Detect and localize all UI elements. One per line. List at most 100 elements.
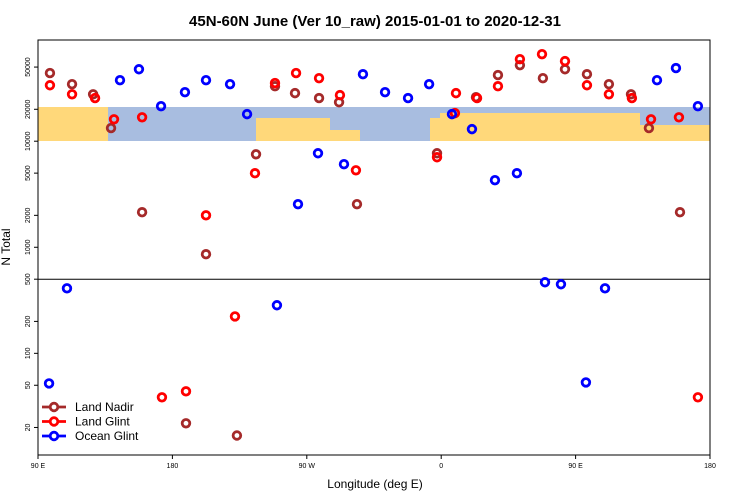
data-point <box>156 392 168 403</box>
plot-frame <box>37 39 711 456</box>
y-tick-label: 50 <box>25 381 32 389</box>
data-point <box>89 92 101 104</box>
data-point <box>334 89 346 101</box>
x-tick-label: 180 <box>704 463 716 470</box>
data-point <box>645 114 657 125</box>
chart-title: 45N-60N June (Ver 10_raw) 2015-01-01 to … <box>189 13 561 30</box>
data-point <box>651 75 663 86</box>
ocean <box>108 107 256 141</box>
map-band <box>38 107 710 141</box>
legend-marker <box>48 416 60 427</box>
data-point <box>539 277 551 288</box>
data-point <box>351 198 363 210</box>
data-point <box>514 53 526 65</box>
data-point <box>200 210 212 221</box>
data-point <box>66 78 78 90</box>
data-point <box>312 148 324 159</box>
ocean <box>330 118 360 130</box>
data-point <box>466 123 478 135</box>
data-point <box>492 81 504 92</box>
data-point <box>692 100 704 112</box>
legend-label: Land Nadir <box>75 400 134 414</box>
data-point <box>423 78 435 90</box>
data-point <box>431 148 443 159</box>
ocean <box>256 107 440 118</box>
y-tick-label: 1000 <box>25 239 32 255</box>
legend-marker <box>48 430 60 442</box>
data-point <box>581 80 593 91</box>
data-point <box>357 69 369 80</box>
data-point <box>603 78 615 90</box>
data-point <box>446 108 458 120</box>
data-point <box>250 149 262 160</box>
data-point <box>224 78 236 90</box>
data-point <box>555 279 567 290</box>
data-point <box>643 122 655 134</box>
data-point <box>511 168 523 179</box>
data-point <box>489 174 501 186</box>
y-axis-label: N Total <box>0 228 13 265</box>
data-point <box>431 152 443 163</box>
legend-marker <box>48 401 60 413</box>
data-point <box>108 114 120 125</box>
data-point <box>536 48 548 60</box>
y-tick-label: 10000 <box>25 131 32 151</box>
data-point <box>338 159 350 170</box>
data-point <box>379 86 391 98</box>
data-point <box>241 108 253 120</box>
x-tick-label: 90 E <box>31 463 46 470</box>
data-point <box>537 72 549 84</box>
y-tick-label: 500 <box>25 273 32 285</box>
data-point <box>180 418 192 429</box>
data-point <box>580 377 592 388</box>
data-point <box>599 283 611 294</box>
data-point <box>450 87 462 99</box>
data-point <box>674 207 686 218</box>
data-point <box>133 64 145 75</box>
data-point <box>155 100 167 112</box>
data-point <box>66 89 78 100</box>
data-point <box>61 283 73 294</box>
y-tick-label: 20 <box>25 423 32 431</box>
x-tick-label: 90 W <box>299 463 316 470</box>
data-point <box>179 86 191 98</box>
data-point <box>200 75 212 86</box>
data-point <box>350 165 362 176</box>
data-point <box>670 62 682 74</box>
data-point <box>114 75 126 86</box>
x-axis-label: Longitude (deg E) <box>327 477 422 491</box>
x-tick-label: 180 <box>167 463 179 470</box>
ocean <box>360 107 430 141</box>
data-point <box>105 122 117 134</box>
y-tick-label: 50000 <box>25 57 32 77</box>
data-point <box>313 92 325 104</box>
data-point <box>559 55 571 67</box>
data-point <box>492 69 504 81</box>
data-point <box>231 430 243 441</box>
data-point <box>136 112 148 123</box>
data-point <box>271 300 283 311</box>
data-point <box>692 392 704 403</box>
data-point <box>673 112 685 123</box>
data-point <box>180 386 192 397</box>
ocean <box>440 107 640 113</box>
data-point <box>290 67 302 79</box>
data-point <box>200 249 212 260</box>
data-point <box>289 87 301 99</box>
data-point <box>43 378 55 389</box>
y-tick-label: 2000 <box>25 207 32 223</box>
data-point <box>313 72 325 84</box>
data-point <box>559 64 571 75</box>
data-point <box>229 311 241 322</box>
data-point <box>44 80 56 91</box>
data-point <box>292 198 304 210</box>
y-tick-label: 5000 <box>25 165 32 181</box>
data-point <box>626 92 638 104</box>
legend-label: Land Glint <box>75 415 130 429</box>
y-tick-label: 20000 <box>25 99 32 119</box>
data-point <box>269 77 281 89</box>
data-point <box>136 207 148 218</box>
data-point <box>603 89 615 100</box>
x-tick-label: 0 <box>439 463 443 470</box>
